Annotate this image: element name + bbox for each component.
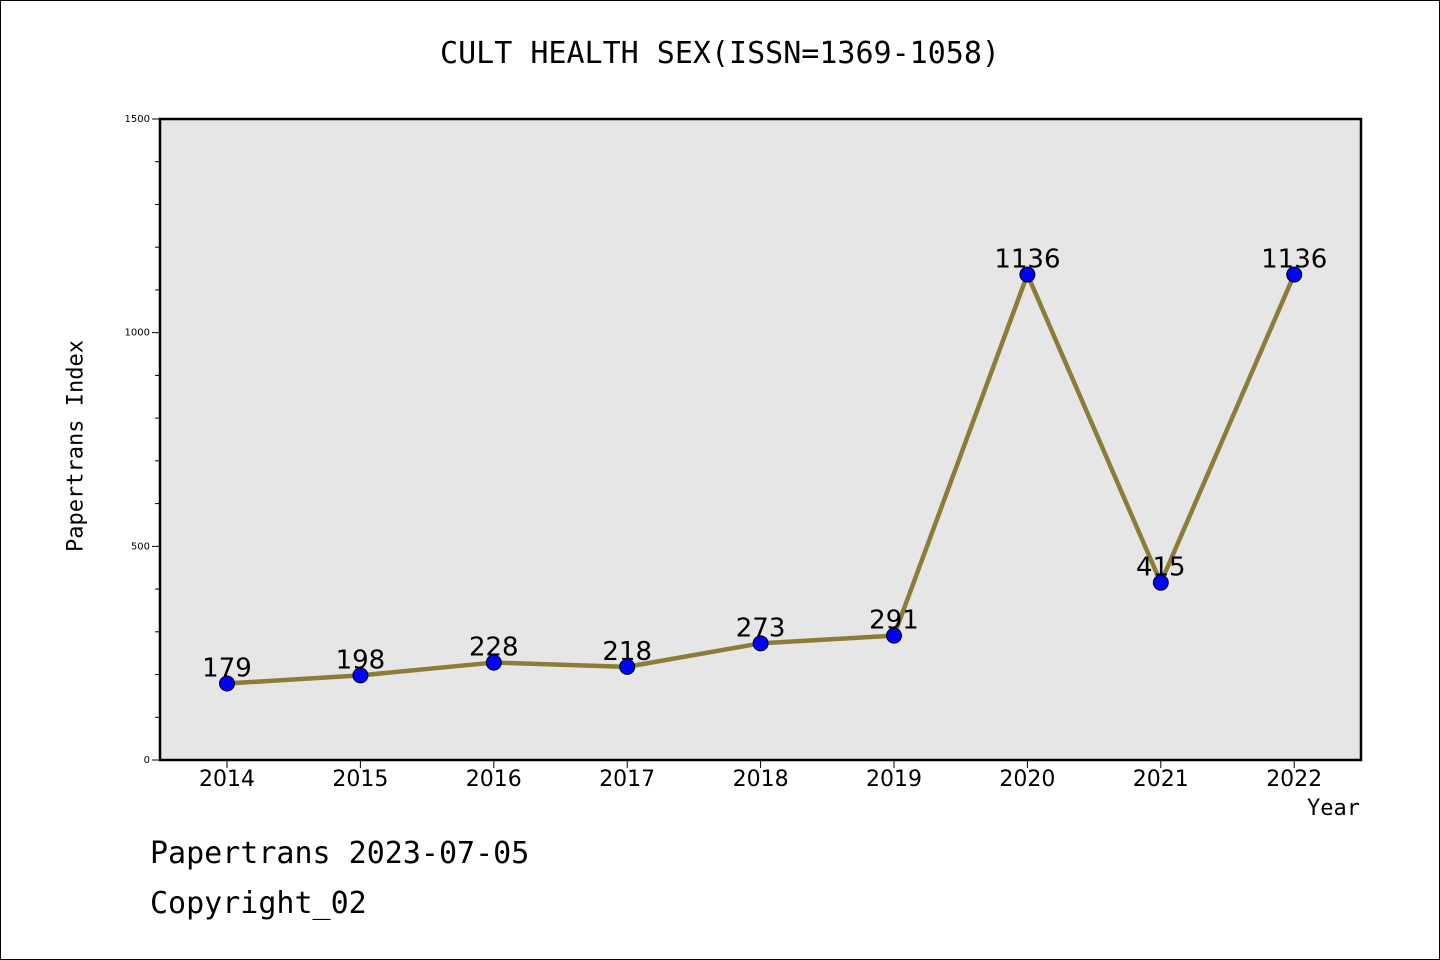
plot-border: [158, 117, 1363, 762]
plot-area: [160, 119, 1361, 760]
x-tick-label: 2014: [199, 767, 255, 792]
x-tick-label: 2019: [866, 767, 922, 792]
footer-date: Papertrans 2023-07-05: [150, 836, 530, 871]
x-tick-label: 2017: [599, 767, 655, 792]
data-point: [219, 675, 235, 692]
x-tick-label: 2016: [466, 767, 522, 792]
x-axis-label: Year: [1307, 796, 1360, 821]
data-point: [619, 658, 636, 675]
y-tick-label: 1500: [125, 114, 150, 125]
data-label: 291: [869, 606, 919, 636]
x-tick-label: 2020: [999, 767, 1055, 792]
data-point: [1286, 266, 1303, 283]
x-tick-label: 2022: [1266, 767, 1322, 792]
data-point: [352, 667, 369, 684]
x-tick-label: 2018: [733, 767, 789, 792]
data-label: 1136: [1261, 245, 1327, 275]
data-label: 1136: [994, 245, 1060, 275]
chart-title: CULT HEALTH SEX(ISSN=1369-1058): [440, 36, 1000, 71]
y-tick-label: 0: [144, 755, 150, 766]
data-label: 218: [602, 637, 652, 667]
data-point: [752, 635, 769, 652]
x-tick-label: 2015: [332, 767, 388, 792]
data-label: 273: [736, 613, 786, 643]
y-tick-label: 500: [131, 541, 150, 552]
data-label: 198: [336, 645, 386, 675]
data-label: 415: [1136, 553, 1186, 583]
data-point: [485, 654, 502, 671]
data-label: 179: [202, 654, 252, 684]
data-point: [1019, 266, 1036, 283]
data-point: [1152, 574, 1169, 591]
data-label: 228: [469, 633, 519, 663]
data-point: [886, 627, 902, 644]
y-tick-label: 1000: [125, 328, 150, 339]
footer-copyright: Copyright_02: [150, 886, 367, 921]
x-tick-label: 2021: [1133, 767, 1189, 792]
